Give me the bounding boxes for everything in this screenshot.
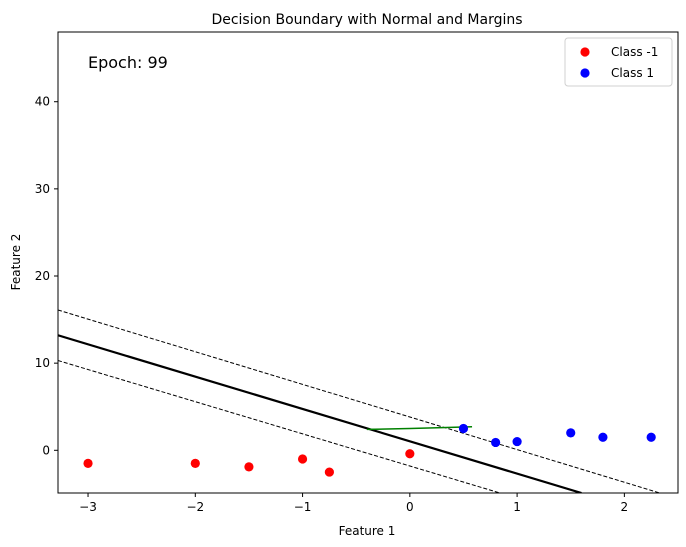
points-layer [83,423,656,477]
point-class-neg1-2 [244,462,254,472]
normal-vector-line [366,426,473,431]
x-tick-label-5: 2 [621,500,629,514]
legend: Class -1 Class 1 [564,37,673,87]
point-class-1-5 [646,432,656,442]
plot-area [58,309,660,493]
plot-frame [57,31,679,494]
point-class-neg1-5 [405,449,415,459]
point-class-neg1-3 [297,454,308,464]
x-tick-label-4: 1 [513,500,521,514]
legend-frame [564,37,673,87]
y-tick-label-1: 10 [35,356,50,370]
point-class-1-3 [566,428,576,438]
legend-label-0: Class -1 [611,45,658,59]
point-class-neg1-4 [324,467,334,477]
point-class-neg1-1 [190,458,200,468]
point-class-1-0 [458,423,469,434]
x-tick-label-0: −3 [79,500,97,514]
y-tick-label-3: 30 [35,182,50,196]
decision-boundary-line [58,334,582,493]
legend-marker-0 [580,47,590,57]
point-class-1-1 [491,437,501,448]
margin-upper-line [58,309,660,493]
lines-layer [58,309,660,493]
y-tick-label-4: 40 [35,95,50,109]
x-tick-label-2: −1 [294,500,312,514]
x-tick-label-3: 0 [406,500,414,514]
point-class-1-2 [512,436,522,447]
chart-title: Decision Boundary with Normal and Margin… [211,12,522,28]
y-tick-label-0: 0 [42,443,50,457]
legend-marker-1 [580,68,590,78]
point-class-neg1-0 [83,458,93,468]
y-axis-ticks: 0 10 20 30 40 [35,95,58,457]
x-axis-ticks: −3 −2 −1 0 1 2 [79,493,628,514]
x-tick-label-1: −2 [186,500,204,514]
legend-label-1: Class 1 [611,66,654,80]
point-class-1-4 [598,432,608,442]
y-tick-label-2: 20 [35,269,50,283]
epoch-annotation: Epoch: 99 [88,53,168,72]
y-axis-label: Feature 2 [9,234,23,291]
margin-lower-line [58,360,501,493]
x-axis-label: Feature 1 [339,524,396,538]
